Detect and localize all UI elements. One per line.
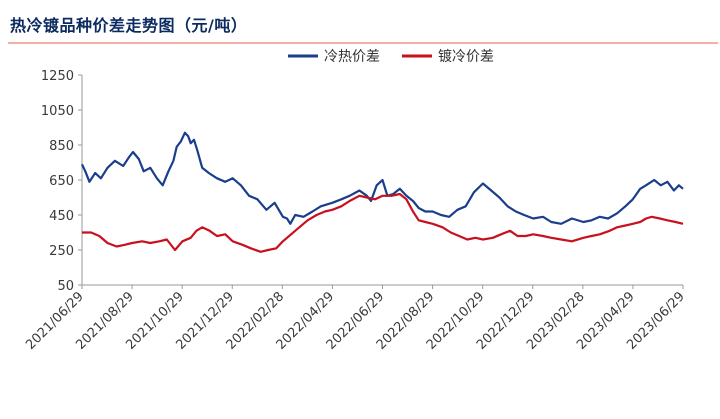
- y-tick-label: 850: [49, 139, 74, 154]
- y-tick-label: 450: [49, 209, 74, 224]
- legend-label-2: 镀冷价差: [438, 48, 494, 65]
- series-layer: [81, 131, 684, 253]
- title-underline: [8, 42, 718, 44]
- title-bar: 热冷镀品种价差走势图（元/吨）: [0, 0, 720, 46]
- y-tick-label: 250: [49, 244, 74, 259]
- chart-title: 热冷镀品种价差走势图（元/吨）: [10, 16, 248, 35]
- axes: 50250450650850105012502021/06/292021/08/…: [23, 69, 688, 353]
- y-tick-label: 1250: [41, 69, 74, 84]
- y-tick-label: 650: [49, 174, 74, 189]
- series-line-2: [82, 192, 684, 253]
- legend: 冷热价差 镀冷价差: [288, 48, 494, 65]
- series-line-1: [81, 131, 684, 225]
- legend-label-1: 冷热价差: [324, 49, 380, 65]
- y-tick-label: 1050: [41, 104, 74, 119]
- y-tick-label: 50: [57, 279, 74, 294]
